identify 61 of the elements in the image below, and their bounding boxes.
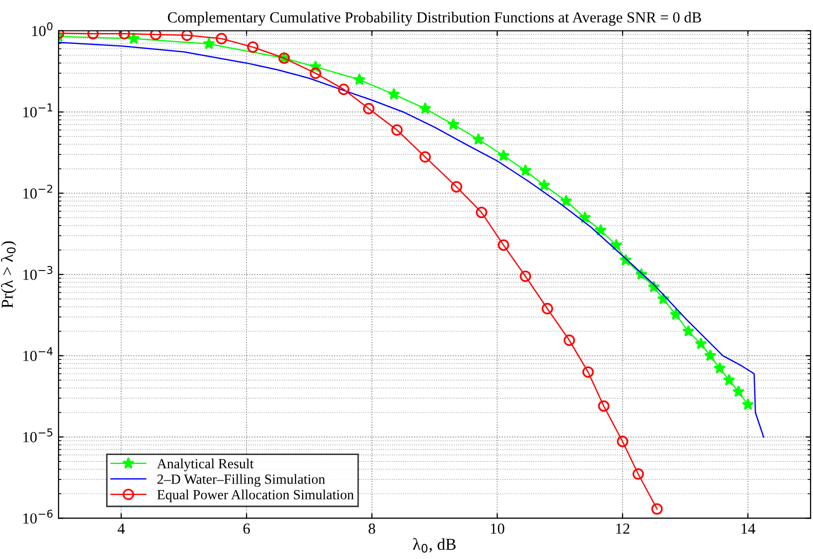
point [520,270,532,282]
x-tick-label: 8 [368,523,376,534]
y-tick-label: 10$^{−5}$ [23,428,52,442]
legend-label: 2–D Water–Filling Simulation [157,474,326,487]
y-tick-label: 10$^{−6}$ [23,510,53,524]
y-axis-title: Pr(λ > λ$_{0}$) [0,241,16,308]
point [353,73,366,85]
x-tick-label: 4 [118,524,125,534]
point [216,32,228,44]
y-tick-label: 10$^{−2}$ [23,184,52,199]
point [670,308,682,320]
point [704,349,716,362]
x-tick-label: 10 [490,523,504,534]
point [419,102,432,114]
point [419,151,431,163]
point [128,32,140,44]
point [651,503,663,515]
point [722,374,736,386]
point [632,468,644,480]
y-tick-label: 10$^{−1}$ [23,104,52,118]
point [682,324,694,337]
point [594,224,607,236]
point [202,37,216,50]
point [538,178,550,191]
x-tick-label: 12 [616,524,630,534]
y-tick-label: 10$^{0}$ [32,22,52,36]
legend-label: Equal Power Allocation Simulation [157,490,354,502]
point [610,238,622,250]
chart-title: Complementary Cumulative Probability Distribution Functions at Average SNR = 0 dB [168,12,702,26]
y-tick-label: 10$^{−4}$ [23,347,53,362]
point [714,362,726,374]
point [519,164,532,176]
x-tick-label: 14 [742,524,756,534]
x-axis-title: λ$_{0}$, dB [412,538,456,553]
point [582,366,594,378]
x-tick-label: 6 [243,524,250,534]
point [616,436,628,448]
point [310,68,322,79]
point [560,194,572,206]
point [150,30,162,40]
point [181,30,193,41]
point [694,337,708,350]
point [476,206,488,218]
point [447,118,460,130]
point [564,334,575,346]
point [391,124,403,136]
point [338,84,350,96]
point [363,102,374,114]
point [598,400,610,412]
point [498,239,510,251]
point [388,88,400,100]
point [247,41,259,53]
point [472,132,485,145]
point [542,302,554,314]
legend-label: Analytical Result [156,458,254,472]
point [732,385,745,398]
point [578,211,592,224]
y-tick-label: 10$^{−3}$ [23,266,52,280]
point [742,398,754,410]
point [450,181,462,192]
point [497,149,510,161]
